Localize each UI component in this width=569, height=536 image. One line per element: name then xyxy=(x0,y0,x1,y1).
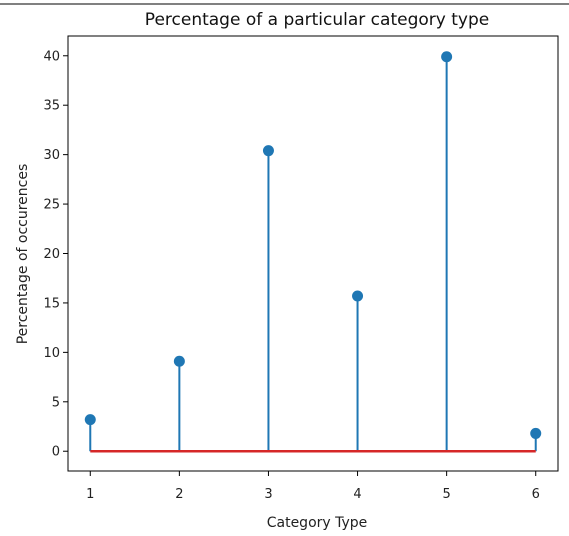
y-tick-label: 40 xyxy=(43,49,60,64)
y-tick-label: 5 xyxy=(52,395,60,410)
stem-marker xyxy=(441,51,453,63)
stem-marker xyxy=(530,427,542,439)
y-tick-label: 25 xyxy=(43,198,60,213)
y-tick-label: 0 xyxy=(52,445,60,460)
x-tick-label: 4 xyxy=(353,487,361,502)
x-axis: 1 2 3 4 5 6 xyxy=(86,471,540,502)
y-axis: 0 5 10 15 20 25 30 35 40 xyxy=(43,49,68,460)
x-tick-label: 1 xyxy=(86,487,94,502)
x-tick-label: 2 xyxy=(175,487,183,502)
stem-marker xyxy=(173,355,185,367)
y-tick-label: 15 xyxy=(43,296,60,311)
x-tick-label: 5 xyxy=(442,487,450,502)
y-tick-label: 35 xyxy=(43,99,60,114)
stem-marker xyxy=(84,414,96,426)
x-tick-label: 3 xyxy=(264,487,272,502)
y-tick-label: 30 xyxy=(43,148,60,163)
x-tick-label: 6 xyxy=(532,487,540,502)
y-tick-label: 10 xyxy=(43,346,60,361)
chart-title: Percentage of a particular category type xyxy=(145,10,489,30)
stems-layer xyxy=(89,56,537,452)
stem-marker xyxy=(262,145,274,157)
y-tick-label: 20 xyxy=(43,247,60,262)
y-axis-label: Percentage of occurences xyxy=(15,164,31,345)
plot-area-frame xyxy=(67,35,559,472)
stem-marker xyxy=(352,290,364,302)
markers-layer xyxy=(84,51,542,439)
x-axis-label: Category Type xyxy=(267,515,368,531)
